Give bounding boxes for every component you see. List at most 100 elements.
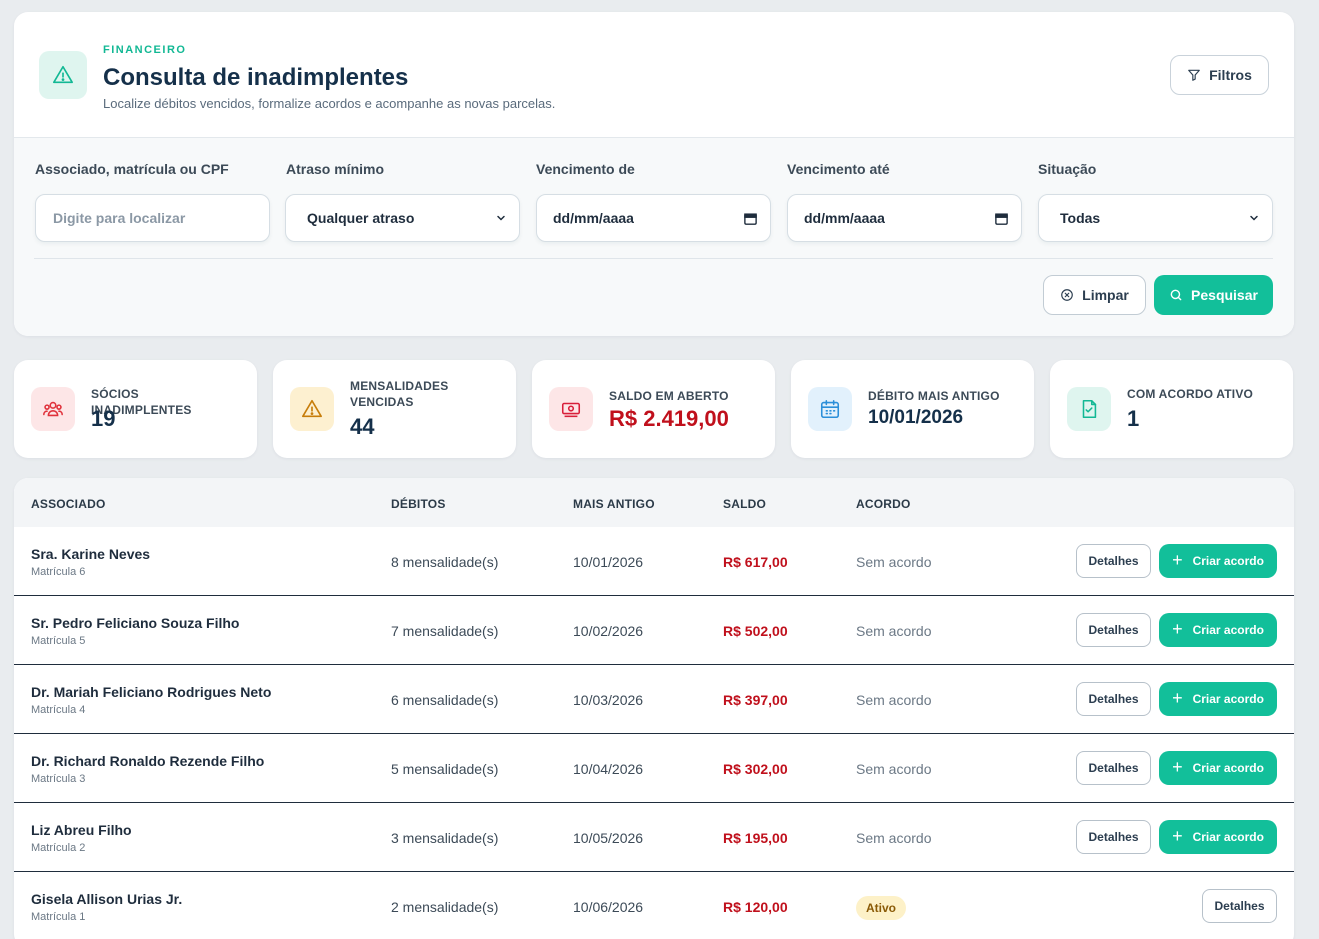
agreement-active-badge: Ativo bbox=[856, 896, 906, 920]
search-button[interactable]: Pesquisar bbox=[1154, 275, 1273, 315]
create-agreement-label: Criar acordo bbox=[1192, 761, 1264, 775]
due-to-input[interactable]: dd/mm/aaaa bbox=[787, 194, 1022, 242]
balance: R$ 120,00 bbox=[723, 899, 788, 915]
details-button[interactable]: Detalhes bbox=[1076, 613, 1151, 647]
delay-select-value: Qualquer atraso bbox=[307, 210, 415, 226]
filter-icon bbox=[1188, 69, 1200, 81]
balance: R$ 397,00 bbox=[723, 692, 788, 708]
debts-count: 6 mensalidade(s) bbox=[391, 692, 499, 708]
details-button[interactable]: Detalhes bbox=[1076, 682, 1151, 716]
due-from-value: dd/mm/aaaa bbox=[553, 210, 634, 226]
page-subtitle: Localize débitos vencidos, formalize aco… bbox=[103, 96, 556, 111]
member-name: Sra. Karine Neves bbox=[31, 546, 151, 562]
create-agreement-button[interactable]: + Criar acordo bbox=[1159, 820, 1277, 854]
search-input[interactable]: Digite para localizar bbox=[35, 194, 270, 242]
create-agreement-button[interactable]: + Criar acordo bbox=[1159, 682, 1277, 716]
stat-label: SALDO EM ABERTO bbox=[609, 389, 729, 403]
table-row: Liz Abreu Filho Matrícula 2 3 mensalidad… bbox=[14, 803, 1294, 872]
due-to-value: dd/mm/aaaa bbox=[804, 210, 885, 226]
delay-select[interactable]: Qualquer atraso bbox=[285, 194, 520, 242]
table-row: Sr. Pedro Feliciano Souza Filho Matrícul… bbox=[14, 596, 1294, 665]
clear-button[interactable]: Limpar bbox=[1043, 275, 1146, 315]
stat-value: R$ 2.419,00 bbox=[609, 406, 729, 431]
plus-icon: + bbox=[1172, 757, 1183, 777]
details-button[interactable]: Detalhes bbox=[1202, 889, 1277, 923]
create-agreement-label: Criar acordo bbox=[1192, 623, 1264, 637]
debts-count: 2 mensalidade(s) bbox=[391, 899, 499, 915]
balance: R$ 195,00 bbox=[723, 830, 788, 846]
status-label: Situação bbox=[1038, 161, 1097, 177]
clear-button-label: Limpar bbox=[1082, 287, 1129, 303]
create-agreement-button[interactable]: + Criar acordo bbox=[1159, 544, 1277, 578]
debts-count: 3 mensalidade(s) bbox=[391, 830, 499, 846]
member-registration: Matrícula 3 bbox=[31, 773, 86, 785]
due-from-input[interactable]: dd/mm/aaaa bbox=[536, 194, 771, 242]
section-eyebrow: FINANCEIRO bbox=[103, 44, 187, 56]
member-name: Dr. Mariah Feliciano Rodrigues Neto bbox=[31, 684, 272, 700]
member-name: Sr. Pedro Feliciano Souza Filho bbox=[31, 615, 240, 631]
stat-value: 19 bbox=[91, 406, 116, 431]
due-to-label: Vencimento até bbox=[787, 161, 890, 177]
agreement-status: Sem acordo bbox=[856, 830, 932, 846]
create-agreement-label: Criar acordo bbox=[1192, 554, 1264, 568]
balance: R$ 617,00 bbox=[723, 554, 788, 570]
member-registration: Matrícula 5 bbox=[31, 635, 86, 647]
details-button[interactable]: Detalhes bbox=[1076, 544, 1151, 578]
column-header-acordo: ACORDO bbox=[856, 497, 911, 511]
page-title: Consulta de inadimplentes bbox=[103, 64, 409, 91]
details-button[interactable]: Detalhes bbox=[1076, 820, 1151, 854]
column-header-mais-antigo: MAIS ANTIGO bbox=[573, 497, 655, 511]
balance: R$ 302,00 bbox=[723, 761, 788, 777]
oldest-date: 10/01/2026 bbox=[573, 554, 644, 570]
create-agreement-button[interactable]: + Criar acordo bbox=[1159, 751, 1277, 785]
column-header-associado: ASSOCIADO bbox=[31, 497, 106, 511]
member-registration: Matrícula 4 bbox=[31, 704, 86, 716]
search-button-label: Pesquisar bbox=[1191, 287, 1258, 303]
calendar-icon[interactable] bbox=[994, 211, 1009, 226]
member-registration: Matrícula 1 bbox=[31, 911, 86, 923]
table-row: Sra. Karine Neves Matrícula 6 8 mensalid… bbox=[14, 527, 1294, 596]
stat-label: DÉBITO MAIS ANTIGO bbox=[868, 389, 1000, 403]
users-icon bbox=[31, 387, 75, 431]
oldest-date: 10/02/2026 bbox=[573, 623, 644, 639]
agreement-status: Sem acordo bbox=[856, 623, 932, 639]
create-agreement-button[interactable]: + Criar acordo bbox=[1159, 613, 1277, 647]
debts-count: 7 mensalidade(s) bbox=[391, 623, 499, 639]
oldest-date: 10/03/2026 bbox=[573, 692, 644, 708]
balance: R$ 502,00 bbox=[723, 623, 788, 639]
status-select-value: Todas bbox=[1060, 210, 1101, 226]
chevron-down-icon bbox=[1250, 215, 1258, 221]
stat-value: 1 bbox=[1127, 406, 1140, 431]
stat-card-active-agreements: COM ACORDO ATIVO 1 bbox=[1050, 360, 1293, 458]
agreement-status: Sem acordo bbox=[856, 761, 932, 777]
member-name: Gisela Allison Urias Jr. bbox=[31, 891, 183, 907]
column-header-debitos: DÉBITOS bbox=[391, 497, 446, 511]
plus-icon: + bbox=[1172, 826, 1183, 846]
details-button[interactable]: Detalhes bbox=[1076, 751, 1151, 785]
calendar-icon[interactable] bbox=[743, 211, 758, 226]
stat-card-oldest-debt: DÉBITO MAIS ANTIGO 10/01/2026 bbox=[791, 360, 1034, 458]
search-placeholder: Digite para localizar bbox=[53, 210, 186, 226]
debts-count: 8 mensalidade(s) bbox=[391, 554, 499, 570]
delay-label: Atraso mínimo bbox=[286, 161, 385, 177]
chevron-down-icon bbox=[497, 215, 505, 221]
plus-icon: + bbox=[1172, 688, 1183, 708]
oldest-date: 10/06/2026 bbox=[573, 899, 644, 915]
money-icon bbox=[549, 387, 593, 431]
filters-button[interactable]: Filtros bbox=[1170, 55, 1269, 95]
due-from-label: Vencimento de bbox=[536, 161, 635, 177]
search-icon bbox=[1170, 289, 1182, 301]
agreement-status: Sem acordo bbox=[856, 554, 932, 570]
delinquents-table: ASSOCIADO DÉBITOS MAIS ANTIGO SALDO ACOR… bbox=[14, 478, 1294, 939]
warning-icon bbox=[290, 387, 334, 431]
stat-card-delinquent-members: SÓCIOS INADIMPLENTES 19 bbox=[14, 360, 257, 458]
document-check-icon bbox=[1067, 387, 1111, 431]
status-select[interactable]: Todas bbox=[1038, 194, 1273, 242]
divider bbox=[14, 137, 1294, 138]
column-header-saldo: SALDO bbox=[723, 497, 766, 511]
agreement-status: Sem acordo bbox=[856, 692, 932, 708]
stat-label: SÓCIOS INADIMPLENTES bbox=[91, 387, 192, 417]
table-row: Dr. Mariah Feliciano Rodrigues Neto Matr… bbox=[14, 665, 1294, 734]
filters-button-label: Filtros bbox=[1209, 67, 1252, 83]
create-agreement-label: Criar acordo bbox=[1192, 692, 1264, 706]
